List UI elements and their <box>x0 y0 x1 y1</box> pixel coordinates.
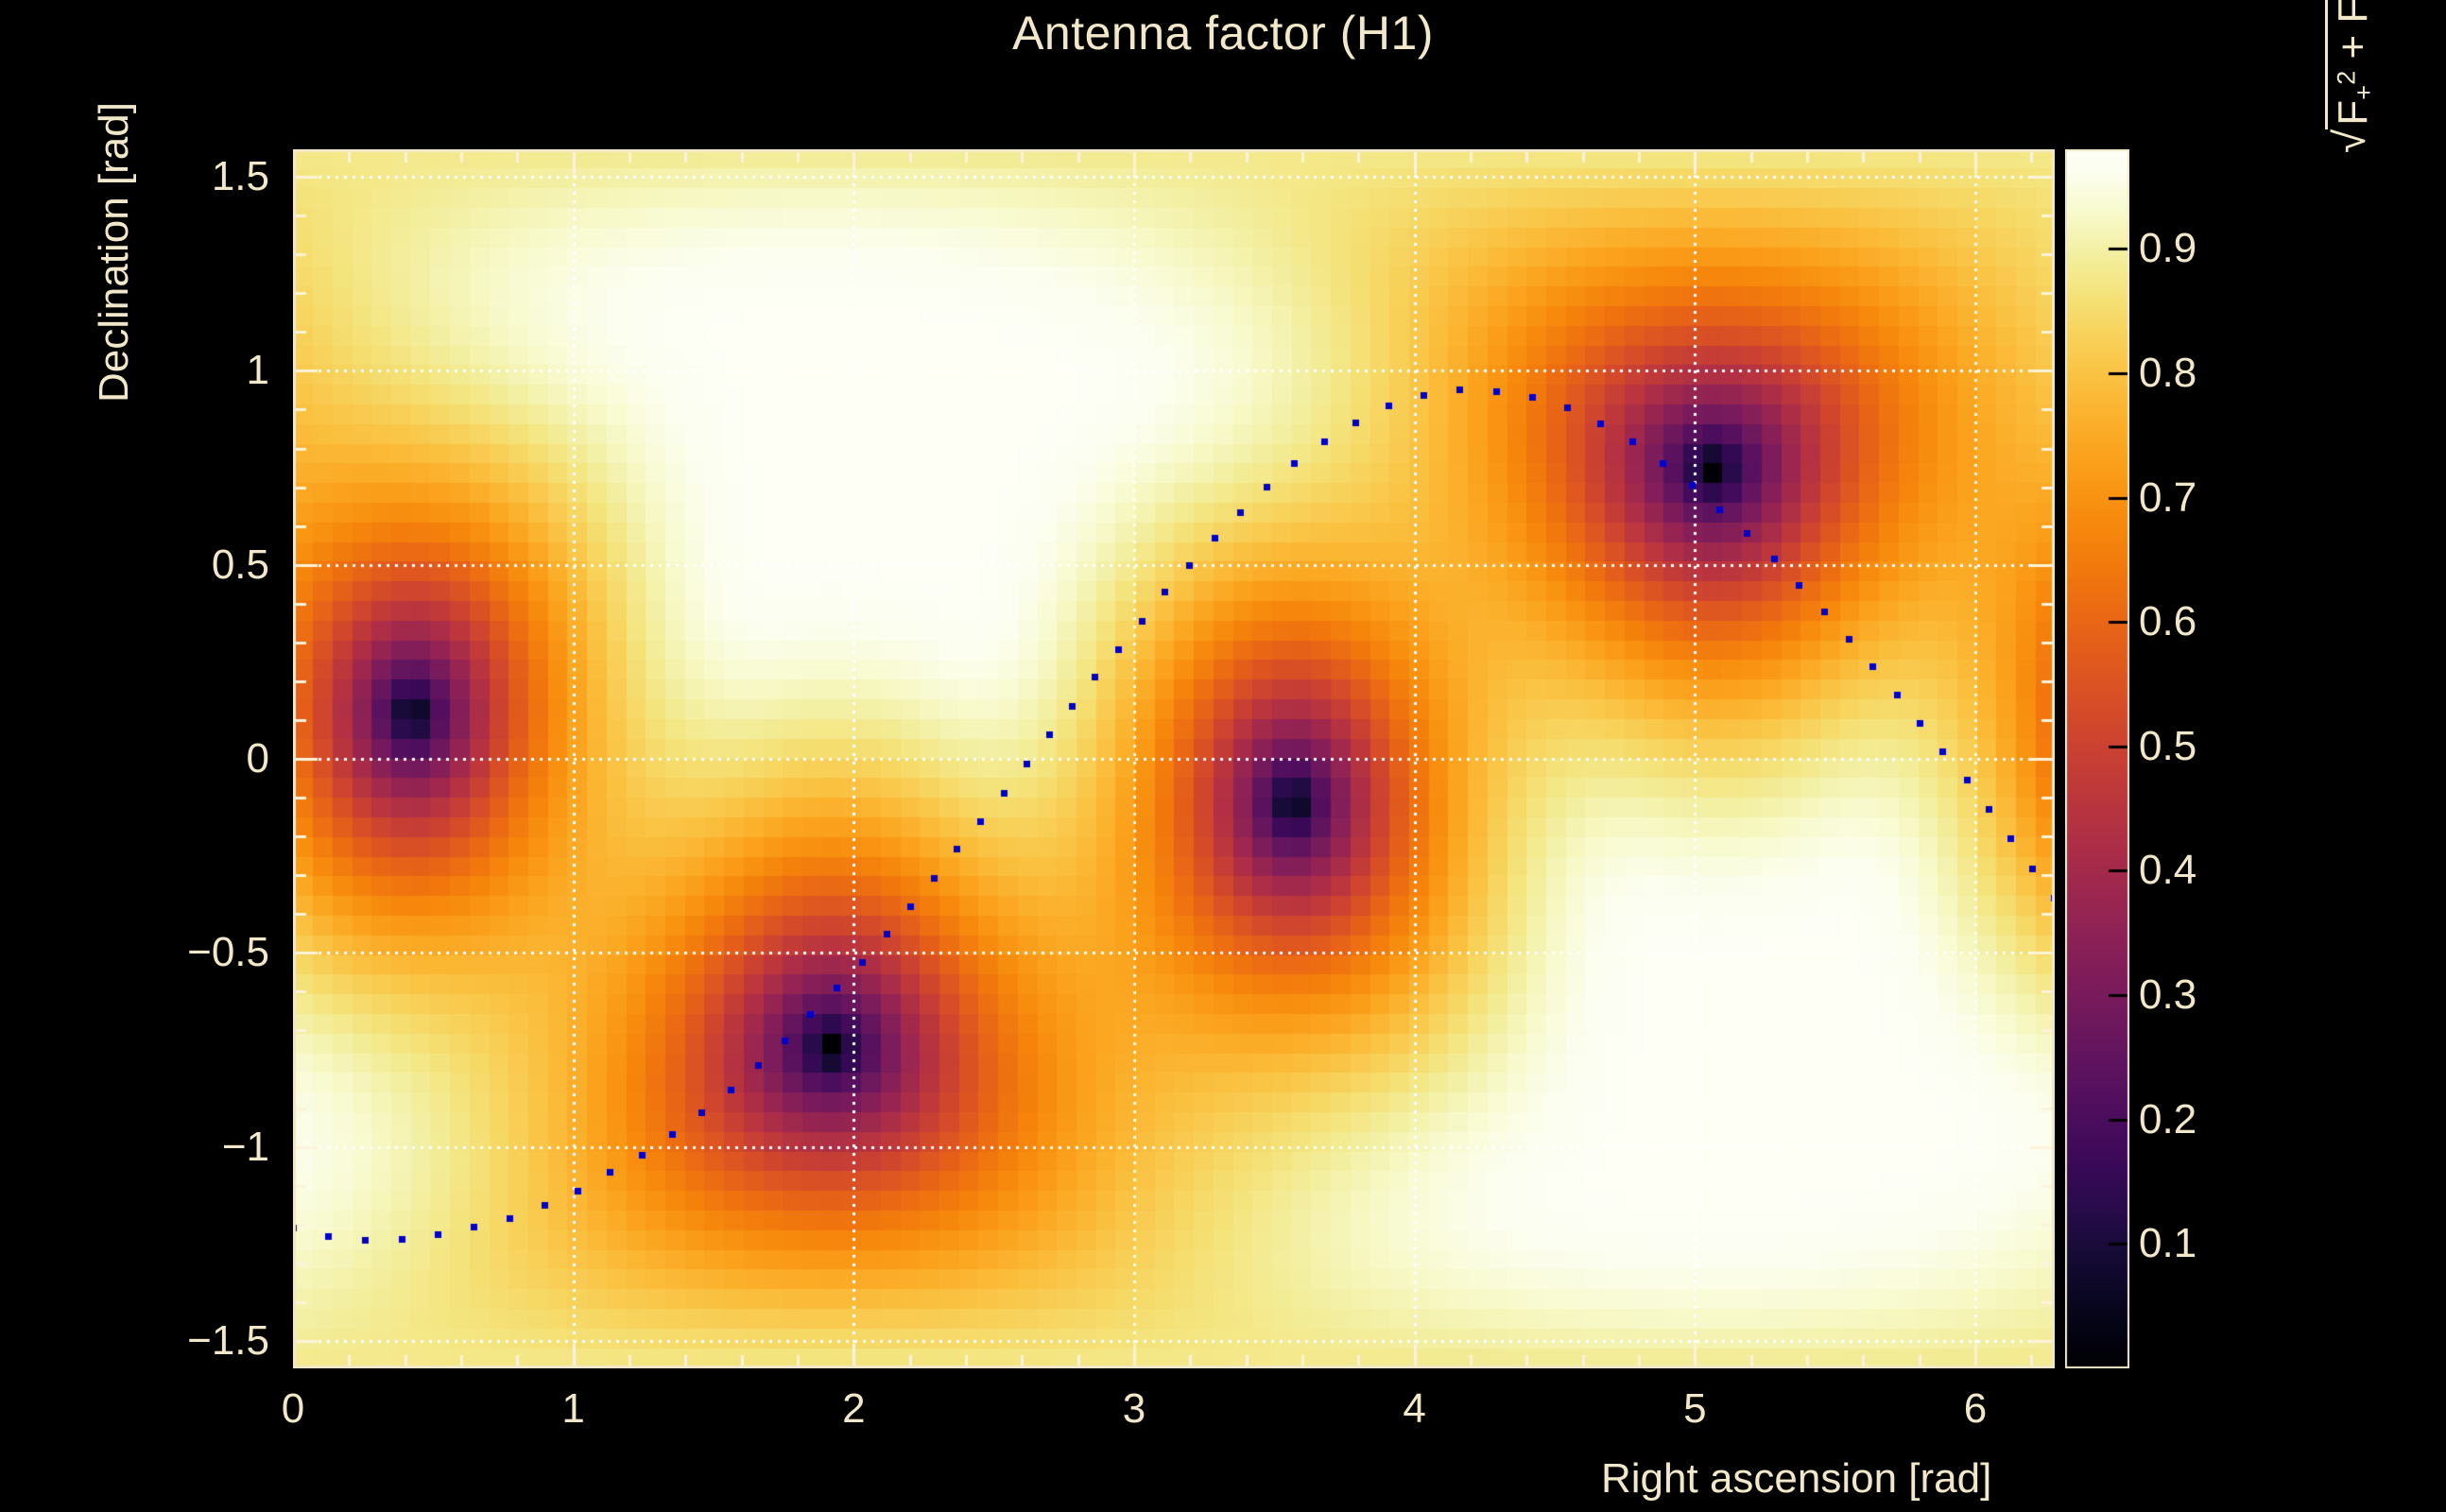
colorbar-ticks: 0.9 0.8 0.7 0.6 0.5 0.4 0.3 0.2 0.1 <box>2065 149 2196 1368</box>
colorbar-tick-label: 0.4 <box>2139 847 2197 894</box>
x-tick-label: 4 <box>1403 1385 1426 1432</box>
colorbar: 0.9 0.8 0.7 0.6 0.5 0.4 0.3 0.2 0.1 <box>2065 149 2196 1368</box>
colorbar-tick-label: 0.7 <box>2139 473 2197 521</box>
y-tick-label: 0 <box>246 735 269 782</box>
radicand: F+2 + Fx2 <box>2325 0 2379 129</box>
colorbar-axis-label: √F+2 + Fx2 <box>2325 0 2379 159</box>
sqrt-icon: √ <box>2325 129 2374 153</box>
x-axis-label: Right ascension [rad] <box>1601 1455 1992 1502</box>
y-tick-label: 1.5 <box>211 153 269 200</box>
x-tick-label: 1 <box>561 1385 585 1432</box>
page-title: Antenna factor (H1) <box>1012 7 1434 60</box>
colorbar-tick-label: 0.1 <box>2139 1220 2197 1267</box>
grid-and-curve-overlay <box>293 149 2055 1368</box>
x-tick-label: 6 <box>1963 1385 1988 1432</box>
x-tick-label: 0 <box>281 1385 305 1432</box>
x-tick-label: 3 <box>1122 1385 1146 1432</box>
y-tick-label: 1 <box>246 347 269 394</box>
x-tick-label: 5 <box>1683 1385 1707 1432</box>
sqrt-expression: √F+2 + Fx2 <box>2325 0 2379 159</box>
colorbar-gradient <box>2065 149 2129 1368</box>
y-tick-label: 0.5 <box>211 541 269 588</box>
heatmap-plot-area <box>293 149 2055 1368</box>
colorbar-tick-label: 0.8 <box>2139 349 2197 396</box>
x-tick-label: 2 <box>842 1385 866 1432</box>
y-tick-label: −1.5 <box>187 1316 269 1364</box>
y-tick-label: −0.5 <box>187 929 269 976</box>
colorbar-tick-label: 0.2 <box>2139 1095 2197 1143</box>
colorbar-tick-label: 0.6 <box>2139 598 2197 645</box>
colorbar-tick-label: 0.3 <box>2139 971 2197 1019</box>
y-tick-label: −1 <box>221 1123 269 1170</box>
colorbar-tick-label: 0.9 <box>2139 225 2197 272</box>
colorbar-tick-label: 0.5 <box>2139 722 2197 769</box>
